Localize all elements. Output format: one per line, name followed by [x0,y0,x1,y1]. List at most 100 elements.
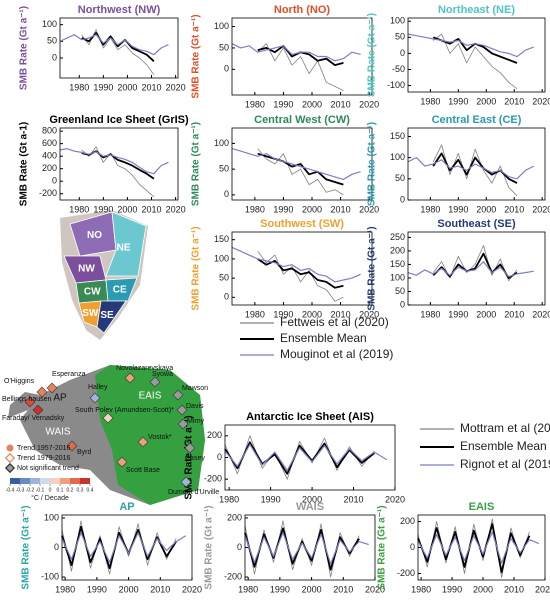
x-tick-label: 2010 [504,204,524,214]
y-tick-label: 0 [224,189,229,199]
series-line [432,152,518,184]
y-tick-label: 50 [395,32,405,42]
x-tick-label: 2000 [302,204,322,214]
y-axis-label: SMB Rate (Gt a⁻¹) [367,13,378,97]
x-tick-label: 1980 [219,494,239,504]
series-line [61,525,177,570]
station-marker [89,392,101,404]
series-line [231,43,361,62]
panel-title: Central West (CW) [254,114,350,126]
panel-title: Greenland Ice Sheet (GrIS) [49,114,189,126]
y-tick-label: -200 [39,188,57,198]
x-tick-label: 2000 [476,204,496,214]
station-marker [137,436,149,448]
x-tick-label: 2010 [504,584,524,594]
x-tick-label: 2010 [504,96,524,106]
map-region [105,277,138,302]
x-tick-label: 2010 [331,309,351,319]
series-line [417,531,540,564]
legend-label: Fettweis et al (2020) [280,315,389,329]
y-tick-label: 50 [219,42,229,52]
plot-frame [417,514,546,581]
panel-title: Northeast (NE) [438,4,515,16]
station-label: Syowa [152,371,173,378]
plot-frame [59,127,179,201]
x-tick-label: 1990 [273,204,293,214]
plot-frame [407,127,546,201]
x-tick-label: 1980 [420,96,440,106]
x-tick-label: 1990 [87,584,107,594]
region-label: NW [78,263,95,274]
station-marker [124,372,136,384]
panel-title: Southwest (SW) [260,218,344,230]
x-tick-label: 2000 [302,309,322,319]
y-tick-label: 0 [400,194,405,204]
x-tick-label: 1990 [93,82,113,92]
station-marker [102,412,114,424]
x-tick-label: 2020 [385,494,405,504]
y-tick-label: -50 [392,64,405,74]
x-tick-label: 2020 [532,96,550,106]
region-label: SE [100,310,114,321]
x-tick-label: 1990 [448,96,468,106]
series-line [244,527,360,571]
x-tick-label: 2000 [473,584,493,594]
x-tick-label: 1980 [69,204,89,214]
plot-frame [244,514,376,581]
station-label: O'Higgins [4,378,35,385]
plot-frame [407,231,546,306]
x-tick-label: 1980 [245,204,265,214]
x-tick-label: 2010 [150,584,170,594]
y-axis-label: SMB Rate (Gt a-1) [19,122,30,206]
x-tick-label: 2020 [182,584,202,594]
x-tick-label: 2020 [365,584,385,594]
y-tick-label: 50 [219,272,229,282]
x-tick-label: 1980 [55,584,75,594]
x-tick-label: 2010 [141,204,161,214]
legend-label: Not significant trend [17,465,79,472]
station-marker [32,404,44,416]
station-label: Novolazarevskaya [116,365,173,372]
y-tick-label: 100 [214,138,229,148]
x-tick-label: 2000 [302,494,322,504]
antarctica-east [95,365,205,505]
x-tick-label: 1990 [442,584,462,594]
series-line [432,252,518,279]
station-marker [177,418,189,430]
station-label: Byrd [77,449,92,456]
plot-frame [59,17,179,79]
y-axis-label: SMB Rate (Gt a⁻¹) [19,6,30,90]
x-tick-label: 1980 [69,82,89,92]
plot-frame [231,127,373,201]
colorbar-cell [50,478,60,484]
y-tick-label: 0 [224,292,229,302]
y-axis-label: SMB Rate (Gt a⁻¹) [191,14,202,98]
y-tick-label: -200 [204,474,222,484]
series-line [407,33,535,58]
panel-title: Central East (CE) [432,114,522,126]
y-tick-label: 100 [214,253,229,263]
x-tick-label: 1980 [411,584,431,594]
y-tick-label: 100 [390,152,405,162]
colorbar-cell [30,478,40,484]
series-line [231,148,361,180]
series-line [257,152,344,186]
colorbar-tick-label: -0.1 [36,487,45,493]
station-label: Halley [88,384,108,391]
peninsula [8,392,40,418]
y-tick-label: 0 [224,64,229,74]
y-tick-label: 100 [390,16,405,26]
station-label: Esperanza [52,371,86,378]
y-tick-label: 0 [54,542,59,552]
y-tick-label: 200 [227,512,242,522]
colorbar-tick-label: -0.3 [16,487,25,493]
y-tick-label: 150 [214,234,229,244]
series-line [231,246,361,283]
y-tick-label: 250 [390,232,405,242]
legend-marker [4,462,16,474]
x-tick-label: 1990 [448,204,468,214]
station-marker [180,476,192,488]
y-tick-label: -100 [387,80,405,90]
series-line [59,34,169,56]
